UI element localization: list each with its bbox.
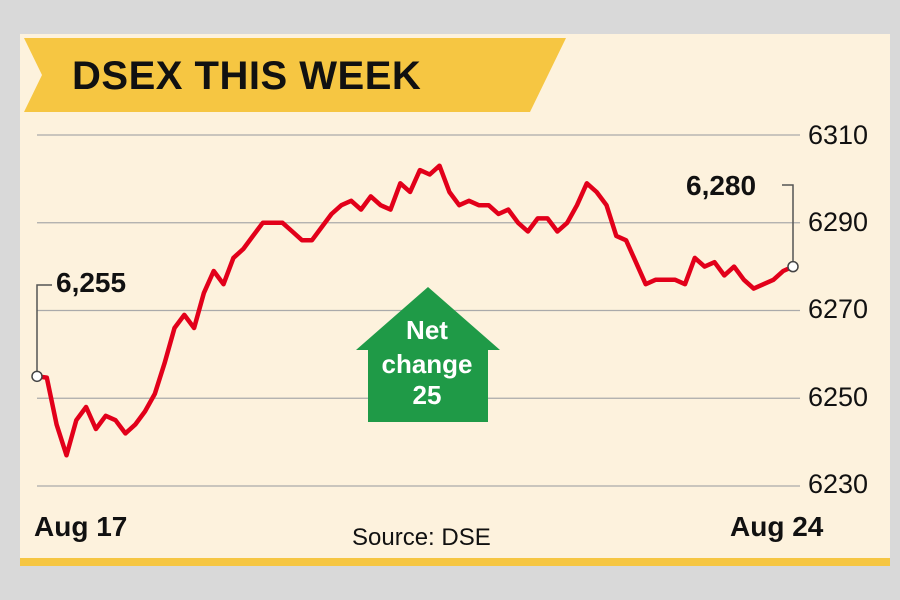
chart-card	[20, 34, 890, 566]
net-change-label-line2: change	[381, 349, 473, 379]
start-point-marker	[31, 370, 43, 383]
net-change-label-line1: Net	[406, 315, 448, 345]
y-tick-label: 6290	[808, 207, 869, 237]
series-layer	[34, 163, 796, 458]
start-value-callout: 6,255	[56, 267, 127, 298]
marker-layer	[31, 260, 799, 383]
y-tick-label: 6310	[808, 120, 869, 150]
start-callout-leader	[36, 284, 52, 377]
dsex-series-line	[34, 163, 796, 458]
net-change-arrow	[356, 287, 500, 422]
bottom-band	[0, 566, 900, 600]
net-change-value: 25	[412, 380, 442, 410]
x-end-label: Aug 24	[730, 511, 824, 542]
end-point-marker	[787, 260, 799, 273]
title-banner	[24, 38, 566, 112]
end-callout-leader	[782, 184, 794, 267]
x-start-label: Aug 17	[34, 511, 128, 542]
chart-title: DSEX THIS WEEK	[72, 54, 422, 98]
card-bottom-stripe	[20, 558, 890, 566]
y-tick-label: 6270	[808, 294, 869, 324]
y-tick-label: 6230	[808, 469, 869, 499]
y-tick-label: 6250	[808, 382, 869, 412]
source-label: Source: DSE	[352, 524, 491, 551]
top-band	[0, 0, 900, 34]
end-value-callout: 6,280	[686, 170, 757, 201]
callout-leaders	[36, 184, 794, 377]
